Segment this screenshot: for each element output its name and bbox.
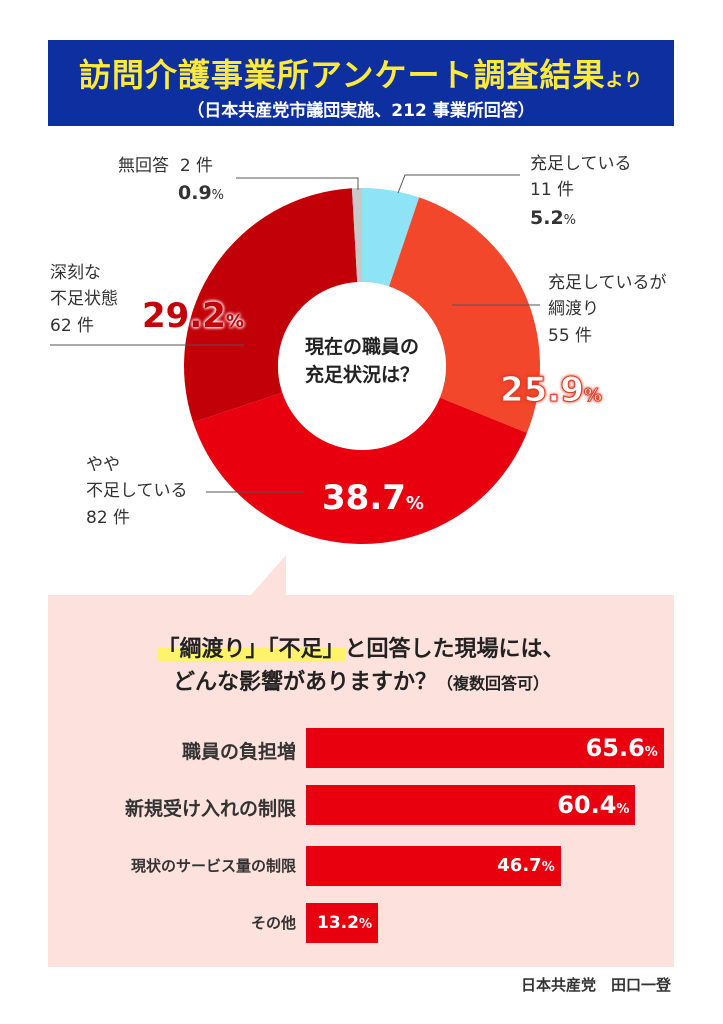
bar-label-3: その他: [250, 914, 296, 932]
page-subtitle: （日本共産党市議団実施、212 事業所回答）: [187, 101, 535, 121]
pct-serious: 29.2%: [142, 296, 244, 336]
bar-chart-question: 「綱渡り」「不足」と回答した現場には、 どんな影響がありますか？（複数回答可）: [157, 637, 565, 695]
callout-pointer: [250, 555, 286, 595]
leader-no-answer: [236, 177, 359, 190]
pie-slice-3: [183, 188, 358, 423]
leader-sufficient: [397, 174, 520, 194]
impact-panel: 「綱渡り」「不足」と回答した現場には、 どんな影響がありますか？（複数回答可） …: [48, 595, 674, 967]
bar-value-1: 60.4%: [557, 791, 630, 819]
donut-center-label: 現在の職員の 充足状況は？: [304, 336, 419, 386]
label-somewhat: やや 不足している 82 件: [86, 455, 188, 528]
label-sufficient: 充足している 11 件 5.2%: [530, 154, 632, 229]
label-no-answer: 無回答 2 件 0.9%: [118, 156, 225, 205]
footer-credit: 日本共産党 田口一登: [520, 976, 671, 994]
bar-1: 60.4%: [306, 785, 636, 825]
bar-value-3: 13.2%: [317, 913, 372, 933]
pct-tightrope: 25.9%: [500, 370, 603, 411]
bar-value-2: 46.7%: [497, 855, 555, 876]
bar-0: 65.6%: [306, 728, 664, 768]
pie-slice-1: [388, 197, 540, 433]
bar-label-0: 職員の負担増: [181, 741, 296, 763]
donut-hole: [278, 282, 446, 450]
donut-chart: [50, 174, 540, 595]
bar-3: 13.2%: [306, 903, 378, 943]
pct-somewhat: 38.7%: [322, 478, 424, 518]
label-serious: 深刻な 不足状態 62 件: [50, 263, 118, 336]
page-title: 訪問介護事業所アンケート調査結果より: [78, 56, 644, 94]
pie-slice-4: [351, 188, 362, 283]
bar-label-2: 現状のサービス量の制限: [130, 857, 296, 875]
title-suffix: より: [605, 70, 644, 91]
bar-2: 46.7%: [306, 846, 561, 886]
pie-slice-0: [362, 188, 420, 287]
bar-label-1: 新規受け入れの制限: [124, 798, 296, 820]
bar-value-0: 65.6%: [585, 734, 658, 762]
header-banner: 訪問介護事業所アンケート調査結果より （日本共産党市議団実施、212 事業所回答…: [48, 40, 674, 126]
pie-slice-2: [193, 392, 527, 544]
label-tightrope: 充足しているが 綱渡り 55 件: [548, 273, 667, 346]
